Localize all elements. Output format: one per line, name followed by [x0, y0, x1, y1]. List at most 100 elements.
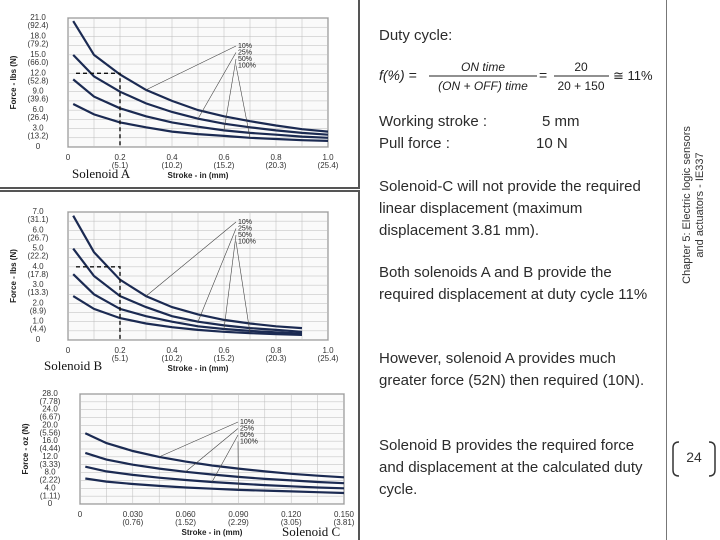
- legend-leader-line: [145, 221, 237, 297]
- legend-leader-line: [145, 45, 237, 91]
- chart-title: Solenoid A: [72, 166, 131, 181]
- working-point-marker: [76, 266, 121, 340]
- series-line-25pct: [72, 247, 303, 333]
- pull-force-label: Pull force :: [379, 135, 450, 152]
- chapter-caption-line1: Chapter 5: Electric logic sensors: [681, 126, 693, 284]
- legend-label: 100%: [240, 439, 258, 446]
- duty-cycle-formula: f(%) = ON time (ON + OFF) time = 20 20 +…: [379, 60, 653, 93]
- y-tick-label: 5.0: [32, 244, 44, 253]
- x-tick-label-si: (10.2): [162, 161, 183, 170]
- series-line-100pct: [72, 103, 329, 142]
- y-tick-label-si: (26.4): [28, 113, 49, 122]
- legend-label: 10%: [238, 43, 252, 50]
- x-axis-label: Stroke - in (mm): [168, 364, 229, 373]
- working-stroke-value: 5 mm: [542, 113, 580, 130]
- solenoid-b-plot: 7.0(31.1)6.0(26.7)5.0(22.2)4.0(17.8)3.0(…: [9, 207, 339, 373]
- y-tick-label-si: (6.67): [40, 413, 61, 422]
- x-tick-label: 0.2: [114, 153, 126, 162]
- legend-label: 50%: [238, 232, 252, 239]
- y-tick-label: 2.0: [32, 298, 44, 307]
- x-tick-label-si: (25.4): [318, 161, 339, 170]
- y-tick-label: 12.0: [42, 452, 58, 461]
- x-tick-label-si: (5.1): [112, 161, 129, 170]
- y-tick-label: 21.0: [30, 13, 46, 22]
- x-tick-label: 0: [78, 510, 83, 519]
- y-tick-label: 9.0: [32, 87, 44, 96]
- y-tick-label-si: (13.2): [28, 132, 49, 141]
- y-tick-label: 12.0: [30, 68, 46, 77]
- legend-label: 25%: [238, 50, 252, 57]
- legend-leader-line: [197, 52, 237, 119]
- y-tick-label: 24.0: [42, 405, 58, 414]
- paragraph-solenoid-a-force: However, solenoid A provides much greate…: [379, 350, 645, 389]
- x-tick-label: 0.030: [123, 510, 144, 519]
- series-line-100pct: [72, 295, 303, 336]
- legend-leader-line: [211, 434, 239, 483]
- working-point-marker: [76, 72, 121, 147]
- y-tick-label: 20.0: [42, 420, 58, 429]
- x-tick-label: 0.150: [334, 510, 355, 519]
- x-tick-label-si: (10.2): [162, 354, 183, 363]
- y-tick-label: 0: [36, 142, 41, 151]
- formula-equals: =: [539, 67, 547, 83]
- x-tick-label: 0.120: [281, 510, 302, 519]
- x-tick-label-si: (20.3): [266, 354, 287, 363]
- formula-den-value: 20 + 150: [557, 79, 604, 93]
- formula-numerator: ON time: [461, 60, 505, 74]
- legend-leader-line: [159, 421, 239, 458]
- x-axis-label: Stroke - in (mm): [182, 528, 243, 537]
- y-tick-label: 3.0: [32, 280, 44, 289]
- legend-leader-line: [197, 228, 237, 322]
- chapter-sidebar: [666, 0, 720, 540]
- y-tick-label-si: (3.33): [40, 460, 61, 469]
- y-tick-label-si: (17.8): [28, 270, 49, 279]
- y-tick-label-si: (52.8): [28, 76, 49, 85]
- legend-leader-line: [223, 58, 237, 131]
- x-tick-label-si: (2.29): [228, 518, 249, 527]
- y-axis-label: Force - oz (N): [21, 423, 30, 474]
- solenoid-c-chart: 28.0 (7.78) 24.0 (6.67) 20.0 (5.56) 16.0 (4.44)…: [0, 386, 360, 540]
- page-number-bracket: [672, 441, 716, 477]
- series-line-100pct: [85, 477, 345, 495]
- y-axis-label: Force - lbs (N): [9, 55, 18, 109]
- series-line-50pct: [72, 273, 303, 335]
- page-number: 24: [686, 449, 702, 465]
- series-line-50pct: [72, 78, 329, 139]
- y-tick-label: 0: [36, 335, 41, 344]
- formula-lhs: f(%) =: [379, 67, 417, 83]
- formula-result: ≅ 11%: [613, 68, 653, 83]
- x-tick-label: 0.4: [166, 153, 178, 162]
- paragraph-solenoid-c: Solenoid-C will not provide the required…: [379, 178, 641, 239]
- y-tick-label: 3.0: [32, 124, 44, 133]
- y-tick-label-si: (8.9): [30, 306, 47, 315]
- x-tick-label-si: (5.1): [112, 354, 129, 363]
- x-tick-label: 0.060: [176, 510, 197, 519]
- x-tick-label-si: (1.52): [175, 518, 196, 527]
- y-tick-label: 7.0: [32, 207, 44, 216]
- formula-num-value: 20: [574, 60, 588, 74]
- solenoid-b-chart: 7.0 (31.1) 6.0 (26.7) 5.0 (22.2) 4.0 (17.8) 3.0(…: [0, 190, 360, 388]
- y-tick-label: 4.0: [32, 262, 44, 271]
- legend-leader-line: [235, 65, 251, 138]
- solenoid-a-chart: 21.0 (92.4) 18.0 (79.2) 15.0 (66.0) 12.0 (52.8)…: [0, 0, 360, 189]
- y-tick-label: 16.0: [42, 436, 58, 445]
- y-tick-label: 4.0: [44, 483, 56, 492]
- y-tick-label-si: (5.56): [40, 428, 61, 437]
- y-tick-label-si: (79.2): [28, 39, 49, 48]
- x-tick-label: 1.0: [322, 153, 334, 162]
- x-tick-label-si: (3.81): [334, 518, 355, 527]
- legend-label: 100%: [238, 239, 256, 246]
- y-tick-label-si: (31.1): [28, 215, 49, 224]
- paragraph-solenoids-ab: Both solenoids A and B provide the requi…: [379, 264, 648, 303]
- x-tick-label: 0.8: [270, 346, 282, 355]
- x-tick-label: 1.0: [322, 346, 334, 355]
- x-tick-label-si: (15.2): [214, 354, 235, 363]
- y-tick-label: 1.0: [32, 317, 44, 326]
- working-stroke-label: Working stroke :: [379, 113, 488, 130]
- y-tick-label: 15.0: [30, 50, 46, 59]
- x-tick-label: 0: [66, 153, 71, 162]
- x-tick-label: 0.6: [218, 153, 230, 162]
- series-line-10pct: [72, 20, 329, 133]
- legend-leader-line: [223, 234, 237, 330]
- x-tick-label: 0.8: [270, 153, 282, 162]
